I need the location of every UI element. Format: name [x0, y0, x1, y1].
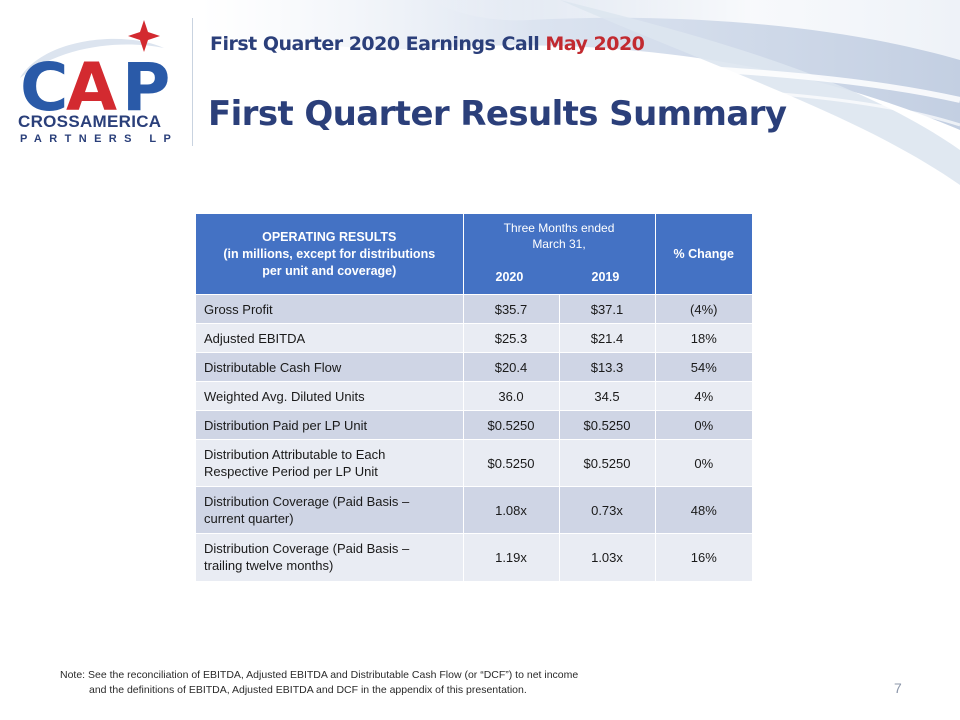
- row-label: Distributable Cash Flow: [196, 352, 464, 382]
- value-2020: $0.5250: [463, 410, 560, 440]
- value-2019: $0.5250: [559, 410, 656, 440]
- row-label: Distribution Paid per LP Unit: [196, 410, 464, 440]
- percent-change: 16%: [655, 533, 752, 581]
- value-2020: $25.3: [463, 323, 560, 353]
- logo-company-subtitle: PARTNERS LP: [20, 133, 179, 145]
- footnote-line: and the definitions of EBITDA, Adjusted …: [89, 684, 527, 696]
- percent-change: 0%: [655, 410, 752, 440]
- row-label-line: current quarter): [204, 511, 294, 526]
- header-operating-line: OPERATING RESULTS: [262, 229, 397, 244]
- row-label: Gross Profit: [196, 294, 464, 324]
- row-label: Adjusted EBITDA: [196, 323, 464, 353]
- logo-company-name: CROSSAMERICA: [18, 112, 162, 131]
- table-row: Gross Profit $35.7 $37.1 (4%): [196, 294, 752, 324]
- value-2019: 0.73x: [559, 486, 656, 534]
- row-label-line: Distribution Coverage (Paid Basis –: [204, 541, 410, 557]
- header-operating-results: OPERATING RESULTS (in millions, except f…: [196, 214, 464, 295]
- table-row: Weighted Avg. Diluted Units 36.0 34.5 4%: [196, 381, 752, 411]
- footnote: Note: See the reconciliation of EBITDA, …: [60, 668, 578, 698]
- page-number: 7: [894, 680, 902, 696]
- row-label: Weighted Avg. Diluted Units: [196, 381, 464, 411]
- value-2019: $13.3: [559, 352, 656, 382]
- header-operating-line: (in millions, except for distributions: [223, 246, 436, 261]
- value-2020: $20.4: [463, 352, 560, 382]
- value-2020: $0.5250: [463, 439, 560, 487]
- percent-change: 18%: [655, 323, 752, 353]
- header-period-line: Three Months ended: [503, 221, 615, 235]
- table-row: Distributable Cash Flow $20.4 $13.3 54%: [196, 352, 752, 382]
- value-2019: $37.1: [559, 294, 656, 324]
- row-label-line: Distribution Attributable to Each: [204, 447, 386, 462]
- row-label-line: Respective Period per LP Unit: [204, 464, 378, 479]
- percent-change: 48%: [655, 486, 752, 534]
- cap-logo: C A P: [20, 20, 175, 126]
- table-row: Distribution Coverage (Paid Basis – trai…: [196, 533, 752, 581]
- page-title: First Quarter Results Summary: [208, 94, 787, 134]
- percent-change: (4%): [655, 294, 752, 324]
- value-2019: $21.4: [559, 323, 656, 353]
- row-label: Distribution Attributable to Each Respec…: [196, 439, 464, 487]
- row-label: Distribution Coverage (Paid Basis – curr…: [196, 486, 464, 534]
- event-name: First Quarter 2020 Earnings Call: [210, 33, 540, 55]
- event-date: May 2020: [545, 33, 645, 55]
- value-2020: 1.19x: [463, 533, 560, 581]
- table-row: Distribution Coverage (Paid Basis – curr…: [196, 486, 752, 534]
- percent-change: 4%: [655, 381, 752, 411]
- header-year-2020: 2020: [495, 270, 524, 284]
- header-operating-line: per unit and coverage): [262, 263, 397, 278]
- table-row: Distribution Attributable to Each Respec…: [196, 439, 752, 487]
- event-line: First Quarter 2020 Earnings Call May 202…: [210, 33, 645, 55]
- operating-results-table: OPERATING RESULTS (in millions, except f…: [196, 214, 752, 581]
- row-label-line: Distribution Coverage (Paid Basis –: [204, 494, 410, 509]
- row-label-line: trailing twelve months): [204, 558, 334, 574]
- row-label: Distribution Coverage (Paid Basis – trai…: [196, 533, 464, 581]
- footnote-line: Note: See the reconciliation of EBITDA, …: [60, 669, 579, 681]
- value-2019: 1.03x: [559, 533, 656, 581]
- header-year-2019: 2019: [591, 270, 620, 284]
- percent-change: 54%: [655, 352, 752, 382]
- value-2020: 36.0: [463, 381, 560, 411]
- value-2020: $35.7: [463, 294, 560, 324]
- table-row: Distribution Paid per LP Unit $0.5250 $0…: [196, 410, 752, 440]
- percent-change: 0%: [655, 439, 752, 487]
- value-2019: $0.5250: [559, 439, 656, 487]
- table-row: Adjusted EBITDA $25.3 $21.4 18%: [196, 323, 752, 353]
- header-percent-change: % Change: [655, 214, 752, 295]
- value-2020: 1.08x: [463, 486, 560, 534]
- header-three-months: Three Months ended March 31, 2020 2019: [463, 214, 656, 295]
- header-period-line: March 31,: [532, 237, 586, 251]
- value-2019: 34.5: [559, 381, 656, 411]
- header-divider: [192, 18, 193, 146]
- header-period: Three Months ended March 31,: [464, 220, 655, 252]
